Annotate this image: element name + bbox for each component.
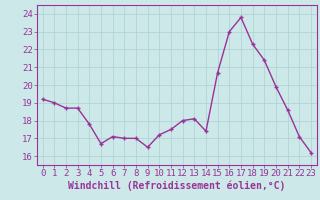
X-axis label: Windchill (Refroidissement éolien,°C): Windchill (Refroidissement éolien,°C)	[68, 181, 285, 191]
